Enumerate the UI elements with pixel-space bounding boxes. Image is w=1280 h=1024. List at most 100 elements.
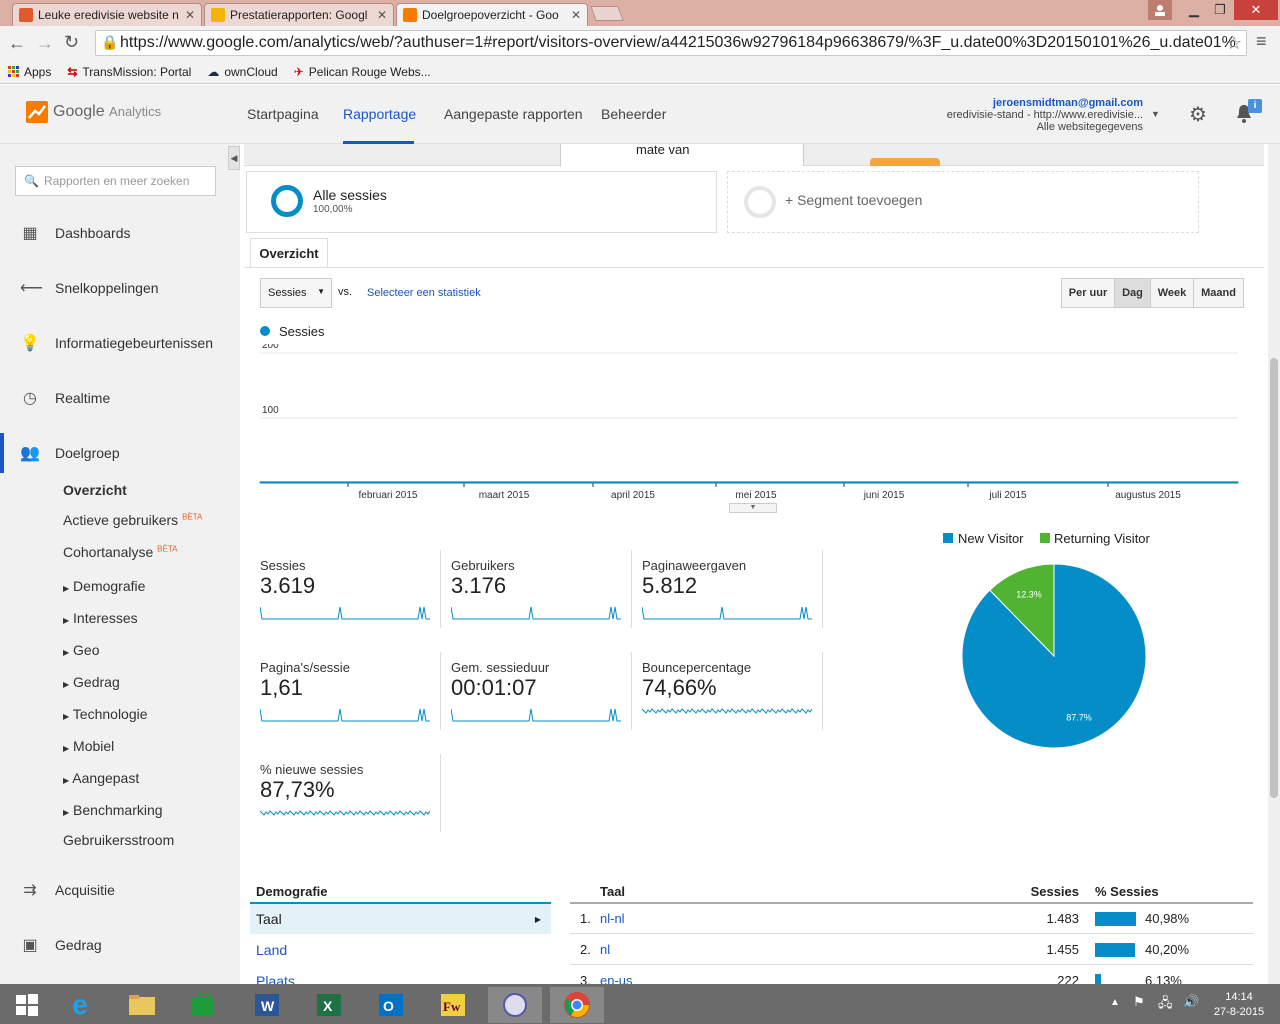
chart-point: [1069, 481, 1071, 483]
collapse-sidebar-icon[interactable]: ◀: [228, 146, 240, 170]
chart-resize-handle[interactable]: ▼: [729, 503, 777, 513]
network-app-icon[interactable]: [488, 987, 542, 1023]
sidebar-sub-aangepast[interactable]: ▶ Aangepast: [63, 770, 139, 786]
outlook-icon[interactable]: O: [364, 987, 418, 1023]
metric-tile-pagina-s-sessie[interactable]: Pagina's/sessie 1,61: [260, 660, 440, 730]
fireworks-icon[interactable]: Fw: [426, 987, 480, 1023]
metric-tile-bouncepercentage[interactable]: Bouncepercentage 74,66%: [642, 660, 822, 730]
sidebar-sub-technologie[interactable]: ▶ Technologie: [63, 706, 148, 722]
browser-tab-2[interactable]: Prestatierapporten: Googl ✕: [204, 3, 394, 26]
sidebar-item-dashboards[interactable]: ▦ Dashboards: [0, 218, 240, 248]
granularity-month-button[interactable]: Maand: [1193, 278, 1244, 308]
volume-icon[interactable]: 🔊: [1183, 994, 1200, 1009]
metric-select[interactable]: Sessies ▼: [260, 278, 332, 308]
metric-tile--nieuwe-sessies[interactable]: % nieuwe sessies 87,73%: [260, 762, 440, 832]
sidebar-sub-interesses[interactable]: ▶ Interesses: [63, 610, 138, 626]
metric-tile-paginaweergaven[interactable]: Paginaweergaven 5.812: [642, 558, 822, 628]
sidebar-item-realtime[interactable]: ◷ Realtime: [0, 383, 240, 413]
windows-start-icon[interactable]: [0, 987, 54, 1023]
sidebar-item-doelgroep[interactable]: 👥 Doelgroep: [0, 438, 240, 468]
forward-icon[interactable]: →: [36, 33, 54, 53]
excel-icon[interactable]: X: [302, 987, 356, 1023]
demografie-item-taal[interactable]: Taal ▶: [250, 904, 551, 934]
expand-triangle-icon: ▶: [63, 680, 70, 689]
ga-logo-icon[interactable]: [26, 101, 48, 126]
chart-point: [970, 481, 972, 483]
address-bar[interactable]: 🔒 https://www.google.com/analytics/web/?…: [95, 30, 1247, 56]
account-dropdown-icon[interactable]: ▼: [1151, 109, 1160, 119]
sidebar-item-snelkoppelingen[interactable]: ⟵ Snelkoppelingen: [0, 273, 240, 303]
menu-icon[interactable]: ≡: [1256, 31, 1267, 51]
close-tab-icon[interactable]: ✕: [376, 8, 387, 22]
segment-all-sessions[interactable]: Alle sessies 100,00%: [246, 171, 717, 233]
nav-rapportage[interactable]: Rapportage: [343, 106, 417, 122]
chart-point: [1197, 481, 1200, 483]
sidebar-sub-cohortanalyse[interactable]: Cohortanalyse BÈTA: [63, 544, 177, 560]
close-tab-icon[interactable]: ✕: [184, 8, 195, 22]
metric-tile-sessies[interactable]: Sessies 3.619: [260, 558, 440, 628]
sidebar-sub-geo[interactable]: ▶ Geo: [63, 642, 100, 658]
sidebar-sub-gebruikersstroom[interactable]: Gebruikersstroom: [63, 832, 175, 848]
report-search-input[interactable]: 🔍 Rapporten en meer zoeken: [15, 166, 216, 196]
settings-gear-icon[interactable]: ⚙: [1189, 104, 1207, 126]
sidebar-sub-demografie[interactable]: ▶ Demografie: [63, 578, 145, 594]
notification-bell-icon[interactable]: [1235, 104, 1253, 127]
chart-point: [427, 481, 429, 483]
add-segment-button[interactable]: + Segment toevoegen: [727, 171, 1199, 233]
account-selector[interactable]: jeroensmidtman@gmail.com eredivisie-stan…: [900, 97, 1143, 133]
browser-tab-1[interactable]: Leuke eredivisie website n ✕: [12, 3, 202, 26]
tab-overzicht[interactable]: Overzicht: [250, 238, 328, 268]
chart-point: [684, 481, 686, 483]
scrollbar-thumb[interactable]: [1270, 358, 1278, 798]
pie-slice-returning-visitor[interactable]: [989, 563, 1055, 658]
sidebar-item-informatiegebeurtenissen[interactable]: 💡 Informatiegebeurtenissen: [0, 328, 240, 358]
file-explorer-icon[interactable]: [115, 987, 169, 1023]
nav-beheerder[interactable]: Beheerder: [601, 106, 667, 122]
metric-tile-gebruikers[interactable]: Gebruikers 3.176: [451, 558, 631, 628]
network-icon[interactable]: 🖧: [1158, 995, 1173, 1010]
granularity-week-button[interactable]: Week: [1150, 278, 1194, 308]
demografie-item-land[interactable]: Land: [256, 942, 288, 958]
bookmark-transmission[interactable]: ⇆ TransMission: Portal: [67, 65, 191, 79]
nav-startpagina[interactable]: Startpagina: [247, 106, 319, 122]
granularity-hour-button[interactable]: Per uur: [1061, 278, 1115, 308]
row-language-link[interactable]: nl-nl: [600, 911, 625, 926]
minimize-icon[interactable]: ▁: [1189, 2, 1199, 17]
bookmark-pelican[interactable]: ✈ Pelican Rouge Webs...: [294, 65, 431, 79]
sidebar-sub-overzicht[interactable]: Overzicht: [63, 482, 127, 498]
sidebar-sub-mobiel[interactable]: ▶ Mobiel: [63, 738, 114, 754]
maximize-icon[interactable]: ❐: [1214, 2, 1226, 17]
sidebar-sub-actieve-gebruikers[interactable]: Actieve gebruikers BÈTA: [63, 512, 202, 528]
x-tick-label: juli 2015: [988, 490, 1027, 501]
sidebar-sub-gedrag[interactable]: ▶ Gedrag: [63, 674, 120, 690]
close-tab-icon[interactable]: ✕: [570, 8, 581, 22]
user-icon[interactable]: [1148, 0, 1172, 20]
show-hidden-icons[interactable]: ▲: [1110, 997, 1120, 1008]
sidebar-item-gedrag[interactable]: ▣ Gedrag: [0, 930, 240, 960]
row-language-link[interactable]: nl: [600, 942, 611, 957]
back-icon[interactable]: ←: [8, 33, 26, 53]
select-statistic-link[interactable]: Selecteer een statistiek: [367, 287, 481, 299]
chart-point: [368, 481, 370, 483]
legend-returning-visitor-swatch: [1040, 533, 1050, 543]
col-header-taal: Taal: [600, 884, 626, 899]
granularity-day-button[interactable]: Dag: [1114, 278, 1151, 308]
bookmark-apps[interactable]: Apps: [8, 65, 51, 79]
sidebar-item-acquisitie[interactable]: ⇉ Acquisitie: [0, 875, 240, 905]
word-icon[interactable]: W: [240, 987, 294, 1023]
new-tab-button[interactable]: [590, 6, 624, 21]
reload-icon[interactable]: ↻: [64, 32, 80, 52]
internet-explorer-icon[interactable]: e: [72, 989, 88, 1020]
overlay-orange-button[interactable]: [870, 158, 940, 166]
chrome-icon[interactable]: [550, 987, 604, 1023]
metric-tile-gem-sessieduur[interactable]: Gem. sessieduur 00:01:07: [451, 660, 631, 730]
nav-aangepaste-rapporten[interactable]: Aangepaste rapporten: [444, 106, 583, 122]
bookmark-owncloud[interactable]: ☁ ownCloud: [207, 65, 277, 79]
browser-tab-3[interactable]: Doelgroepoverzicht - Goo ✕: [396, 3, 588, 26]
close-window-icon[interactable]: ✕: [1234, 0, 1278, 20]
clock[interactable]: 14:14 27-8-2015: [1205, 990, 1273, 1020]
action-center-flag-icon[interactable]: ⚑: [1133, 994, 1145, 1009]
store-icon[interactable]: [176, 987, 230, 1023]
sidebar-sub-benchmarking[interactable]: ▶ Benchmarking: [63, 802, 163, 818]
bookmark-star-icon[interactable]: ☆: [1226, 33, 1243, 53]
